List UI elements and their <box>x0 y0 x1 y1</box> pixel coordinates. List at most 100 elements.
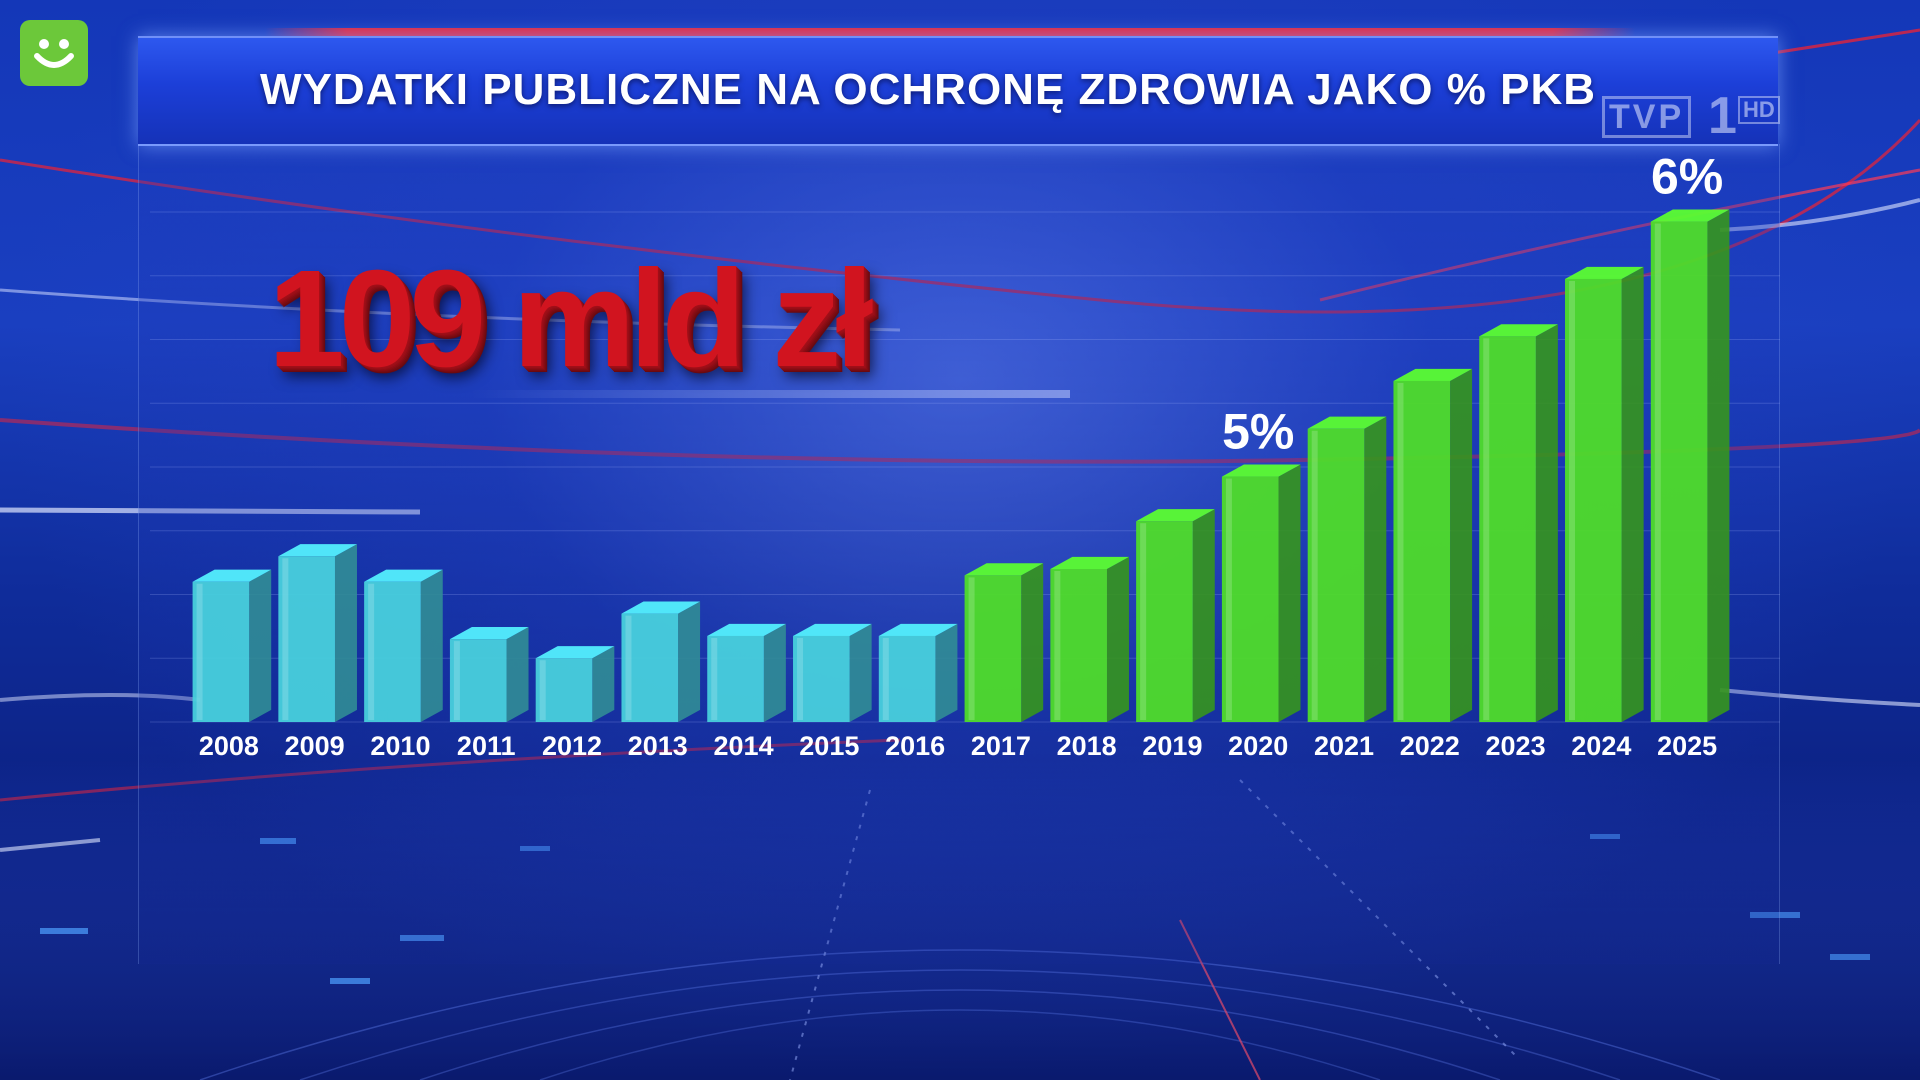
bar-top <box>621 601 701 614</box>
bar-highlight <box>539 660 546 720</box>
bar-highlight <box>368 583 375 720</box>
bar-side <box>1192 509 1215 722</box>
bar-highlight <box>1311 430 1318 720</box>
bar-side <box>1021 563 1044 722</box>
bar-highlight <box>453 641 460 720</box>
bar-side <box>1106 556 1129 722</box>
hd-badge: HD <box>1738 96 1780 124</box>
x-tick-label: 2013 <box>628 731 688 761</box>
bar-front <box>449 639 507 722</box>
bar-2009 <box>278 544 357 722</box>
bar-2014 <box>707 623 786 722</box>
bar-highlight <box>1569 280 1576 720</box>
bar-side <box>1364 416 1387 722</box>
bar-top <box>1650 209 1730 222</box>
bar-side <box>334 544 357 722</box>
bar-2017 <box>964 563 1044 722</box>
bar-front <box>1136 521 1193 722</box>
x-tick-label: 2012 <box>542 731 602 761</box>
x-tick-label: 2017 <box>971 731 1031 761</box>
bar-highlight <box>1483 338 1490 720</box>
bars <box>192 209 1730 722</box>
bar-top <box>535 646 615 659</box>
bar-front <box>192 581 250 722</box>
bar-front <box>278 556 335 722</box>
smiley-logo-icon <box>20 20 88 86</box>
x-tick-label: 2015 <box>799 731 859 761</box>
bar-front <box>1221 476 1279 722</box>
bar-2023 <box>1479 324 1558 722</box>
x-tick-label: 2010 <box>370 731 430 761</box>
bar-highlight <box>1654 223 1661 720</box>
bar-top <box>1307 416 1387 429</box>
x-tick-label: 2019 <box>1142 731 1202 761</box>
annotation-2025: 6% <box>1651 148 1723 204</box>
bar-top <box>1393 368 1473 381</box>
bar-top <box>449 627 529 640</box>
bar-2016 <box>878 623 958 722</box>
bar-2013 <box>621 601 701 722</box>
bar-front <box>364 581 421 722</box>
bar-front <box>964 575 1022 722</box>
bar-side <box>249 569 272 722</box>
bar-2018 <box>1050 556 1129 722</box>
x-tick-label: 2022 <box>1400 731 1460 761</box>
bar-front <box>1307 428 1365 722</box>
tvp1-hd-logo: TVP 1 HD <box>1600 87 1790 145</box>
x-tick-label: 2020 <box>1228 731 1288 761</box>
bar-highlight <box>711 637 718 720</box>
bar-top <box>278 544 357 557</box>
bar-front <box>1479 336 1536 722</box>
bar-side <box>935 623 958 722</box>
bar-top <box>964 563 1044 576</box>
x-tick-label: 2016 <box>885 731 945 761</box>
bar-2024 <box>1565 266 1644 722</box>
bar-front <box>621 613 679 722</box>
tvp-logo-number: 1 <box>1708 87 1737 145</box>
bar-side <box>1707 209 1730 722</box>
bar-front <box>1650 221 1708 722</box>
bar-top <box>707 623 786 636</box>
bar-top <box>192 569 272 582</box>
x-tick-label: 2009 <box>285 731 345 761</box>
annotation-2020: 5% <box>1222 403 1294 459</box>
headline-underline <box>470 390 1070 398</box>
bar-side <box>763 623 786 722</box>
x-tick-label: 2018 <box>1057 731 1117 761</box>
bar-side <box>1535 324 1558 722</box>
bar-highlight <box>1140 523 1147 720</box>
bar-side <box>592 646 615 722</box>
bar-side <box>506 627 529 722</box>
bar-top <box>1221 464 1301 477</box>
x-tick-label: 2008 <box>199 731 259 761</box>
bar-top <box>1565 266 1644 279</box>
bar-top <box>878 623 958 636</box>
bar-top <box>1136 509 1215 522</box>
bar-2022 <box>1393 368 1473 722</box>
bar-2019 <box>1136 509 1215 722</box>
bar-2012 <box>535 646 615 722</box>
bar-2021 <box>1307 416 1387 722</box>
bar-highlight <box>1397 382 1404 720</box>
bar-highlight <box>1225 478 1232 720</box>
x-tick-label: 2014 <box>714 731 774 761</box>
bar-2015 <box>793 623 872 722</box>
bar-highlight <box>196 583 203 720</box>
bar-side <box>420 569 443 722</box>
x-tick-label: 2024 <box>1571 731 1631 761</box>
headline-amount: 109 mld zł <box>268 242 874 396</box>
bar-2020 <box>1221 464 1301 722</box>
bar-2010 <box>364 569 443 722</box>
bar-top <box>1050 556 1129 569</box>
bar-2008 <box>192 569 272 722</box>
bar-front <box>535 658 593 722</box>
bar-front <box>878 635 936 722</box>
bar-highlight <box>968 577 975 720</box>
bar-highlight <box>882 637 889 720</box>
bar-front <box>1393 380 1451 722</box>
bar-front <box>1565 278 1622 722</box>
bar-2025 <box>1650 209 1730 722</box>
bar-top <box>793 623 872 636</box>
